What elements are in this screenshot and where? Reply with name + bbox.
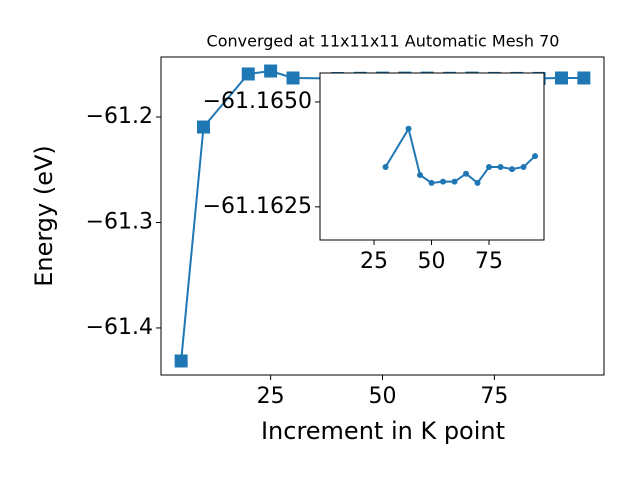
- y-tick-label: −61.2: [86, 104, 153, 129]
- x-tick-label: 50: [369, 384, 397, 409]
- marker: [520, 163, 527, 170]
- marker: [405, 125, 412, 132]
- axes-background: [320, 73, 544, 240]
- marker: [417, 171, 424, 178]
- x-tick-label: 25: [257, 384, 285, 409]
- marker: [241, 67, 255, 81]
- y-tick-label: −61.1625: [203, 194, 312, 219]
- chart-title: Converged at 11x11x11 Automatic Mesh 70: [207, 32, 560, 51]
- marker: [382, 163, 389, 170]
- y-tick-label: −61.1650: [203, 89, 312, 114]
- marker: [532, 153, 539, 160]
- marker: [509, 166, 516, 173]
- marker: [428, 179, 435, 186]
- y-tick-label: −61.3: [86, 209, 153, 234]
- marker: [554, 71, 568, 85]
- x-tick-label: 75: [475, 249, 503, 274]
- marker: [264, 64, 278, 78]
- marker: [440, 178, 447, 185]
- x-axis-label: Increment in K point: [261, 417, 505, 445]
- plot-area: [382, 125, 539, 186]
- x-tick-label: 25: [360, 249, 388, 274]
- marker: [451, 178, 458, 185]
- marker: [197, 120, 211, 134]
- axes-frame: [319, 72, 545, 241]
- marker: [497, 163, 504, 170]
- marker: [286, 71, 300, 85]
- x-tick-label: 75: [480, 384, 508, 409]
- y-tick-label: −61.4: [86, 315, 153, 340]
- marker: [174, 354, 188, 368]
- marker: [486, 163, 493, 170]
- x-tick-label: 50: [418, 249, 446, 274]
- marker: [577, 71, 591, 85]
- axes-frame: [160, 56, 605, 376]
- marker: [463, 170, 470, 177]
- y-axis-label: Energy (eV): [30, 145, 58, 287]
- marker: [474, 179, 481, 186]
